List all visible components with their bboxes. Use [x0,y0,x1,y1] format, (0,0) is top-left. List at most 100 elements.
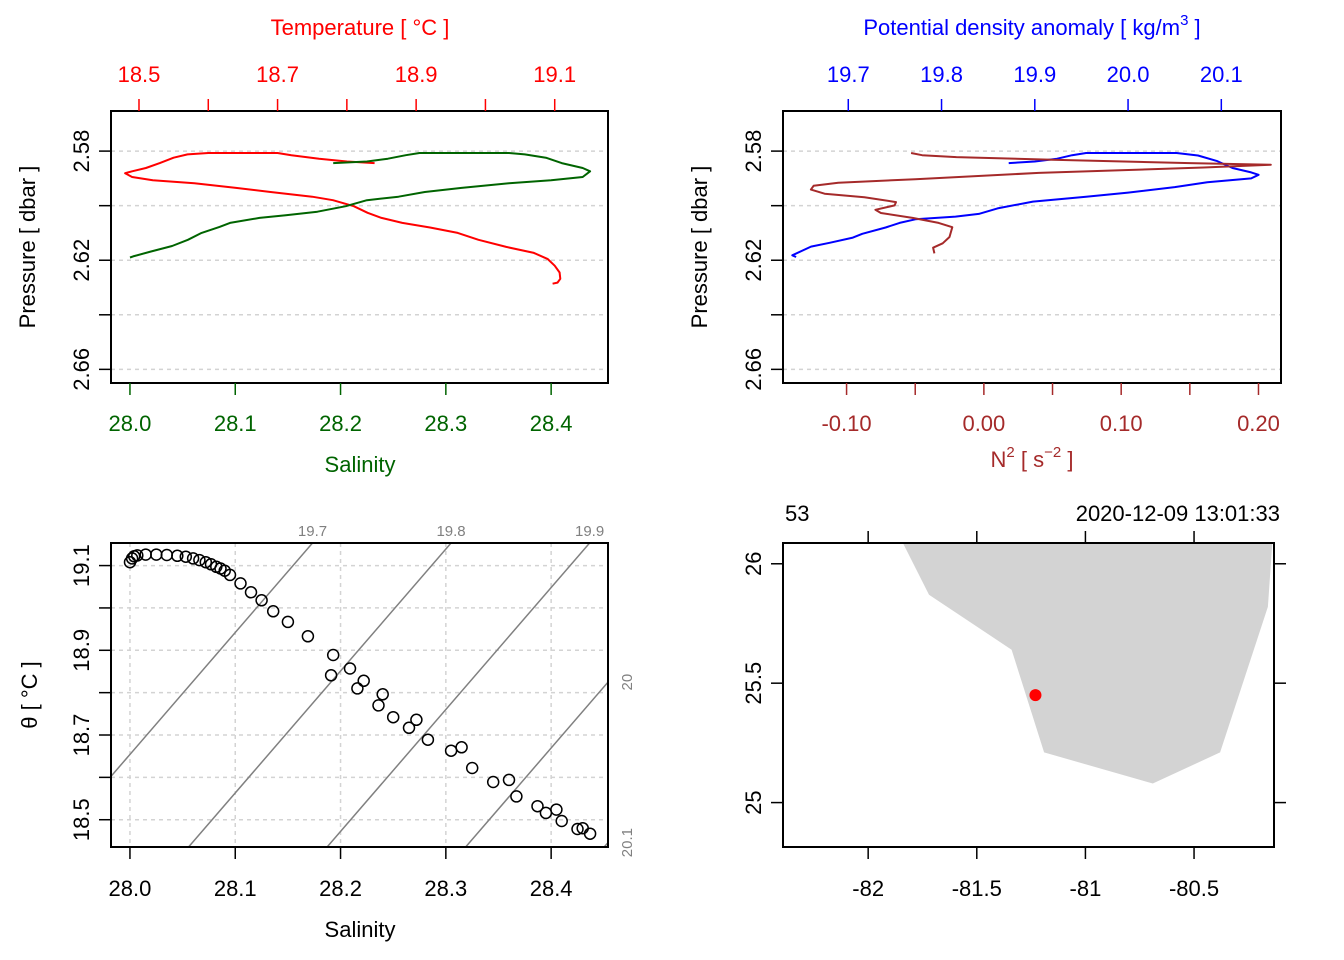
land-area [902,543,1273,784]
top-axis-title-main: Potential density anomaly [ kg/m [863,15,1180,40]
top-tick-label: 19.8 [920,62,963,87]
data-point [376,688,389,701]
data-point [486,775,500,789]
top-tick-label: 19.9 [1013,62,1056,87]
tick-label: 18.5 [69,798,94,841]
bottom-axis-title-units: [ s [1015,447,1044,472]
top-axis-title-end: ] [1188,15,1200,40]
top-tick-label: 18.5 [118,62,161,87]
station-time: 2020-12-09 13:01:33 [1076,501,1280,526]
panel-ts-diagram: 19.7 19.8 19.9 20 20.1 28.0 28.1 28.2 28.3 28.4 1… [17,523,636,942]
top-axis-title-sup: 3 [1180,12,1188,29]
station-number: 53 [785,501,809,526]
grid-lines [783,150,1281,371]
data-point [139,548,152,561]
data-point [444,744,458,757]
data-point [386,710,400,724]
top-tick-label: 20.0 [1107,62,1150,87]
bottom-tick-label: 28.0 [109,411,152,436]
bottom-axis-title-main: N [991,447,1007,472]
data-point [357,674,370,688]
axes: 18.5 18.7 18.9 19.1 28.0 28.1 28.2 28.3 28.4 2.58… [69,62,576,436]
data-point [244,586,258,599]
plot-frame [782,542,1275,848]
tick-label: 2.62 [741,239,766,282]
tick-label: 26 [741,552,766,576]
data-point [421,733,435,746]
data-point [131,549,144,562]
x-tick-label: -81 [1070,876,1102,901]
panel-temperature-salinity-profile: 18.5 18.7 18.9 19.1 28.0 28.1 28.2 28.3 28.4 2.58… [15,15,609,477]
series-line-n2 [809,152,1272,254]
top-axis-title: Temperature [ °C ] [271,15,450,40]
data-point [179,550,193,563]
data-point [150,548,163,561]
tick-label: 2.66 [741,348,766,391]
data-point [171,549,184,563]
bottom-tick-label: 28.4 [530,411,573,436]
series-line-temperature [124,152,562,285]
data-point [555,814,568,828]
x-tick-label: 28.4 [530,876,573,901]
bottom-axis-title-end: ] [1061,447,1073,472]
panel-station-map: -82 -81.5 -81 -80.5 25 25.5 26 53 2020-12-09 1… [741,501,1286,901]
left-axis-title: Pressure [ dbar ] [15,166,40,329]
data-point [550,803,563,816]
data-point [193,553,206,567]
isopycnal-line [111,543,314,778]
data-point [223,568,237,582]
grid-lines [111,150,608,371]
plot-frame [110,542,609,848]
tick-label: 18.9 [69,629,94,672]
data-point [234,577,247,590]
data-point [531,799,544,813]
series-line-density [791,152,1260,258]
isopycnal-label: 19.9 [575,523,604,540]
top-tick-label: 19.1 [533,62,576,87]
tick-label: 2.66 [69,348,94,391]
data-point [160,548,174,562]
bottom-tick-label: 0.20 [1237,411,1280,436]
bottom-tick-label: 28.1 [214,411,257,436]
data-point [455,741,468,754]
x-tick-label: -80.5 [1169,876,1219,901]
bottom-tick-label: 28.2 [319,411,362,436]
data-point [343,662,357,675]
x-tick-label: 28.3 [424,876,467,901]
scatter-points [123,548,597,840]
data-point [324,669,338,682]
top-tick-label: 18.9 [395,62,438,87]
data-point [266,605,280,618]
top-axis-title: Potential density anomaly [ kg/m3 ] [863,12,1200,40]
data-point [301,630,315,643]
isopycnal-label: 20.1 [619,828,636,857]
isopycnal-line [187,543,453,847]
isopycnal-labels: 19.7 19.8 19.9 20 20.1 [298,523,636,857]
left-axis-title: Pressure [ dbar ] [687,166,712,329]
axes: -82 -81.5 -81 -80.5 25 25.5 26 [741,531,1286,901]
bottom-tick-label: -0.10 [821,411,871,436]
x-tick-label: 28.2 [319,876,362,901]
isopycnal-line [326,543,591,847]
bottom-tick-label: 0.10 [1100,411,1143,436]
data-point [351,682,364,695]
tick-label: 2.58 [741,130,766,173]
bottom-axis-title-units-sup: −2 [1044,444,1061,461]
data-point [402,721,416,735]
tick-label: 2.58 [69,130,94,173]
data-point [281,615,295,629]
station-point [1029,689,1042,702]
data-point [510,790,523,803]
tick-label: 2.62 [69,239,94,282]
plot-frame [110,110,609,384]
panel-density-n2-profile: 19.7 19.8 19.9 20.0 20.1 -0.10 0.00 0.10 0.20 2.5… [687,12,1282,472]
data-point [326,648,340,662]
data-point [372,699,385,712]
isopycnal-label: 19.8 [436,523,465,540]
plot-frame [782,110,1282,384]
isopycnal-label: 19.7 [298,523,327,540]
y-axis-title: θ [ °C ] [17,661,42,728]
data-point [410,713,423,727]
land-polygon [902,543,1273,784]
